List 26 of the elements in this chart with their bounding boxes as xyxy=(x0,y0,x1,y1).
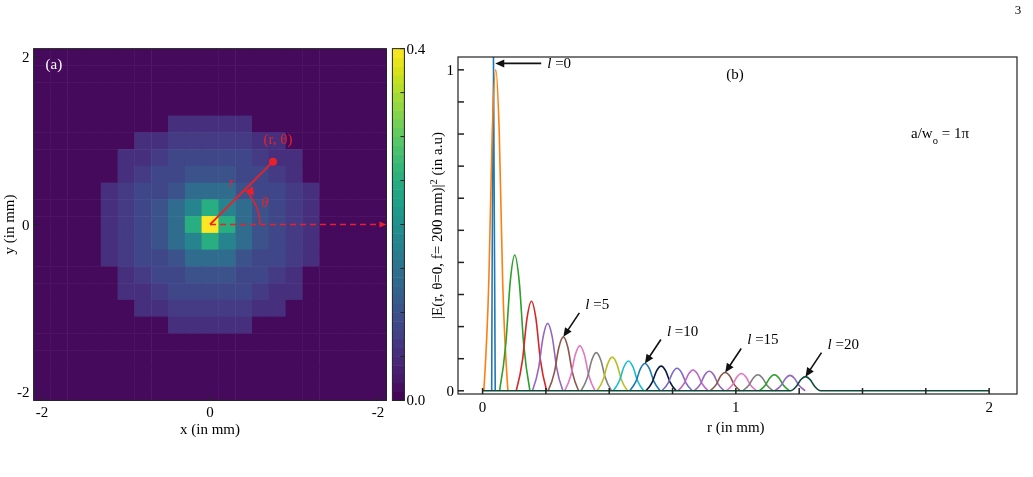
y-tick-label: 2 xyxy=(22,49,30,65)
x-tick-label: 1 xyxy=(732,399,740,415)
x-tick-label: -2 xyxy=(35,404,49,421)
annotation: l =15 xyxy=(747,331,779,348)
y-tick-label: 0 xyxy=(22,216,30,233)
annotation: l =20 xyxy=(827,335,859,352)
text: 3 xyxy=(1014,2,1022,17)
annotation: r xyxy=(228,174,235,191)
color-bar-label: 0.0 xyxy=(406,392,426,409)
x-tick-label: -2 xyxy=(371,404,385,421)
x-axis-title: x (in mm) xyxy=(180,421,240,439)
annotation: (b) xyxy=(726,66,744,83)
y-axis-title: y (in mm) xyxy=(0,194,18,255)
annotation: (r, θ) xyxy=(263,130,293,148)
x-tick-label: 0 xyxy=(206,404,214,421)
annotation: l =0 xyxy=(547,55,572,72)
annotation: (a) xyxy=(45,55,63,73)
y-tick-label: -2 xyxy=(17,384,30,400)
x-tick-label: 0 xyxy=(478,399,487,415)
x-tick-label: 2 xyxy=(985,399,993,415)
annotation: a/w$_{o}$ = 1π xyxy=(911,125,970,146)
annotation: l =5 xyxy=(585,295,610,312)
color-bar-label: 0.4 xyxy=(406,40,426,57)
annotation: l =10 xyxy=(666,322,699,339)
x-axis-title: r (in mm) xyxy=(707,419,765,436)
annotation: θ xyxy=(261,193,270,210)
